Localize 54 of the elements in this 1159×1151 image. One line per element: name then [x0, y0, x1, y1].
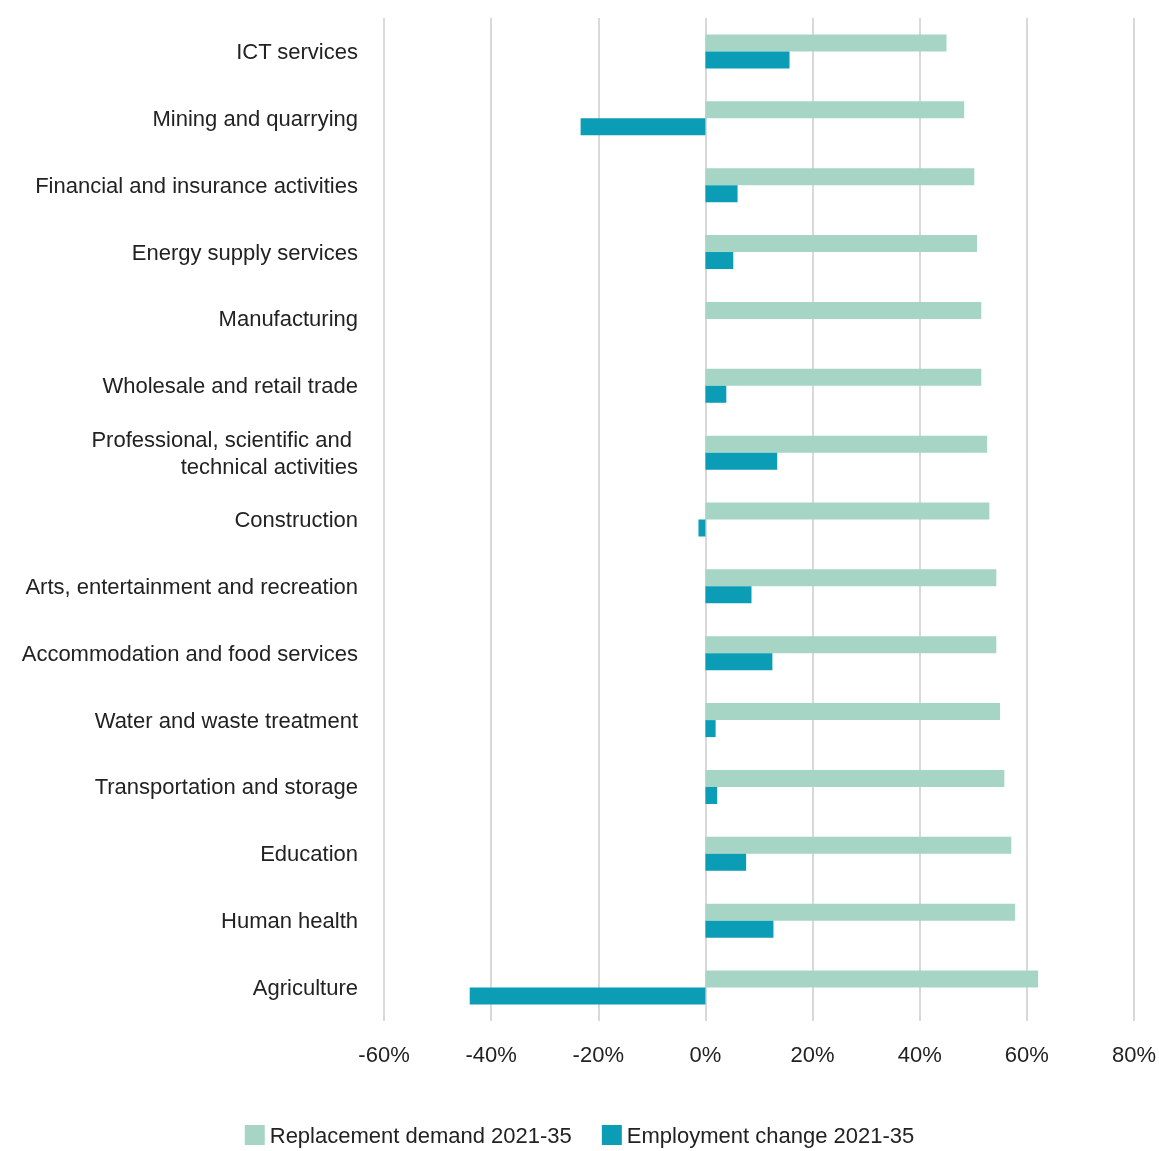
bar — [698, 519, 706, 537]
bar — [705, 502, 990, 520]
y-tick-label: ICT services — [236, 38, 358, 64]
y-tick-label: Accommodation and food services — [21, 640, 358, 666]
x-tick-label: 40% — [897, 1041, 942, 1067]
bar — [705, 368, 982, 386]
bar — [705, 703, 1001, 721]
bar — [705, 586, 752, 604]
bar — [705, 435, 988, 453]
y-tick-label: Education — [260, 841, 358, 867]
bar — [705, 252, 734, 270]
legend-label: Replacement demand 2021-35 — [269, 1122, 572, 1148]
bar — [705, 385, 727, 403]
y-tick-label: Construction — [234, 507, 358, 532]
bar — [705, 836, 1012, 854]
x-tick-label: -60% — [358, 1041, 410, 1067]
y-tick-label: Agriculture — [252, 975, 358, 1001]
bar — [705, 720, 716, 738]
y-tick-label: Energy supply services — [131, 239, 358, 265]
y-tick-label: Professional, scientific and technical activities — [91, 426, 358, 479]
x-tick-label: -40% — [465, 1041, 517, 1067]
bar — [705, 34, 947, 52]
y-tick-label: Financial and insurance activities — [35, 172, 358, 198]
bar — [705, 920, 774, 938]
x-tick-label: 60% — [1004, 1041, 1049, 1067]
bar — [705, 853, 747, 871]
x-tick-label: 0% — [689, 1041, 722, 1067]
bar — [705, 903, 1016, 921]
bar — [705, 168, 975, 186]
bar — [705, 235, 978, 253]
y-tick-label: Arts, entertainment and recreation — [25, 573, 358, 599]
bar — [705, 301, 982, 319]
bar — [705, 653, 773, 671]
bar — [705, 769, 1005, 787]
y-tick-label: Water and waste treatment — [94, 707, 358, 733]
y-tick-label: Manufacturing — [218, 306, 358, 332]
y-tick-label: Mining and quarrying — [152, 105, 358, 131]
bar — [705, 970, 1039, 988]
y-tick-label: Human health — [221, 908, 358, 934]
x-tick-label: -20% — [572, 1041, 624, 1067]
bar — [705, 786, 718, 804]
y-tick-label: Wholesale and retail trade — [102, 373, 358, 399]
bar — [469, 987, 706, 1005]
bar — [705, 636, 997, 654]
bar — [580, 118, 706, 136]
bar — [705, 569, 997, 587]
x-tick-label: 20% — [790, 1041, 835, 1067]
y-tick-label: Transportation and storage — [94, 774, 358, 800]
legend-label: Employment change 2021-35 — [626, 1122, 915, 1148]
bar — [705, 185, 738, 203]
bar — [705, 51, 790, 69]
x-tick-label: 80% — [1111, 1041, 1157, 1067]
bar — [705, 101, 965, 119]
bar — [705, 452, 778, 470]
